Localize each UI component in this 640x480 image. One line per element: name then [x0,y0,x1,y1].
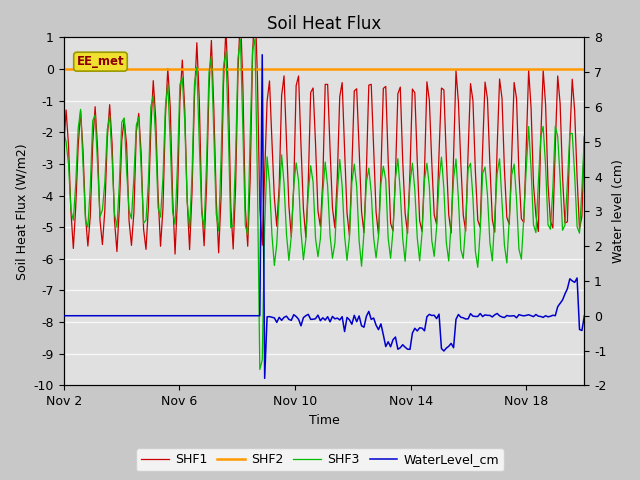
WaterLevel_cm [506,313,513,319]
SHF3 [464,166,472,172]
SHF3 [60,129,67,135]
Line: WaterLevel_cm: WaterLevel_cm [63,55,584,378]
WaterLevel_cm [365,309,372,314]
SHF2 [355,66,363,72]
SHF1 [172,251,179,257]
WaterLevel_cm [580,313,588,319]
SHF2 [60,66,67,72]
X-axis label: Time: Time [308,414,339,427]
WaterLevel_cm [360,324,368,330]
SHF1 [251,0,259,4]
SHF3 [360,230,368,236]
WaterLevel_cm [261,375,269,381]
SHF1 [179,57,186,63]
SHF1 [506,221,513,227]
SHF1 [464,150,472,156]
SHF3 [176,82,184,87]
SHF2 [191,66,198,72]
Y-axis label: Water level (cm): Water level (cm) [612,159,625,263]
Legend: SHF1, SHF2, SHF3, WaterLevel_cm: SHF1, SHF2, SHF3, WaterLevel_cm [136,448,504,471]
Line: SHF1: SHF1 [63,1,584,254]
WaterLevel_cm [60,313,67,319]
WaterLevel_cm [176,313,184,319]
SHF3 [365,165,372,171]
WaterLevel_cm [259,52,266,58]
Text: EE_met: EE_met [77,55,124,68]
SHF3 [256,367,264,372]
SHF2 [460,66,467,72]
SHF3 [191,82,198,87]
SHF1 [580,134,588,140]
SHF3 [506,216,513,222]
SHF1 [60,146,67,152]
SHF2 [176,66,184,72]
Line: SHF3: SHF3 [63,39,584,370]
SHF2 [580,66,588,72]
Y-axis label: Soil Heat Flux (W/m2): Soil Heat Flux (W/m2) [15,143,28,280]
SHF1 [193,40,201,46]
Title: Soil Heat Flux: Soil Heat Flux [267,15,381,33]
WaterLevel_cm [464,316,472,322]
SHF2 [500,66,508,72]
SHF1 [360,230,368,236]
SHF3 [251,36,259,42]
SHF1 [365,82,372,88]
WaterLevel_cm [191,313,198,319]
SHF3 [580,133,588,139]
SHF2 [360,66,368,72]
